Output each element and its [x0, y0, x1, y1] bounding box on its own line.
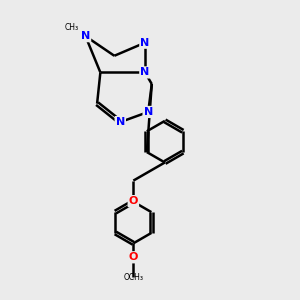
Text: N: N — [144, 107, 153, 117]
Text: CH₃: CH₃ — [65, 23, 79, 32]
Text: N: N — [140, 68, 150, 77]
Text: O: O — [129, 252, 138, 262]
Text: N: N — [116, 117, 125, 127]
Text: O: O — [129, 196, 138, 206]
Text: N: N — [81, 31, 90, 41]
Text: N: N — [140, 38, 150, 48]
Text: OCH₃: OCH₃ — [123, 273, 143, 282]
